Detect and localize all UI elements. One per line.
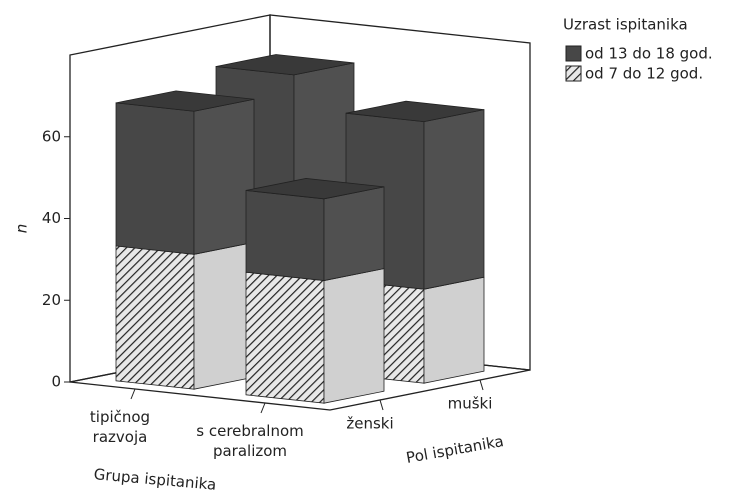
- bar-front: [245, 271, 325, 404]
- x-tick-label: s cerebralnom paralizom: [196, 422, 303, 460]
- bar-side: [323, 186, 385, 282]
- x-axis-label: Grupa ispitanika: [93, 465, 217, 494]
- bar-side: [323, 268, 385, 404]
- bar-front: [115, 102, 195, 255]
- bar-side: [193, 241, 255, 390]
- y-tick-label: 20: [42, 291, 61, 309]
- legend-label: od 13 do 18 god.: [585, 45, 713, 63]
- y-tick-label: 40: [42, 209, 61, 227]
- z-tick-label: ženski: [346, 415, 393, 433]
- z-axis-label: Pol ispitanika: [405, 432, 505, 467]
- bars: [115, 54, 485, 404]
- bar-top: [345, 100, 485, 123]
- x-tick-label: tipičnog razvoja: [90, 408, 150, 446]
- z-tick-label: muški: [448, 395, 493, 413]
- bar-front: [115, 245, 195, 390]
- legend-title: Uzrast ispitanika: [563, 16, 688, 34]
- bar-side: [423, 109, 485, 290]
- y-axis-label: n: [13, 224, 31, 234]
- bar-front: [245, 189, 325, 282]
- z-tick: [379, 399, 384, 411]
- legend-swatch: [565, 65, 582, 82]
- x-tick: [260, 402, 266, 414]
- y-tick-label: 60: [42, 127, 61, 145]
- z-tick: [479, 379, 484, 391]
- legend-label: od 7 do 12 god.: [585, 65, 703, 83]
- legend-swatch: [565, 45, 582, 62]
- y-tick-label: 0: [51, 373, 61, 391]
- bar-top: [245, 178, 385, 200]
- bar-side: [193, 98, 255, 255]
- x-tick: [130, 388, 136, 400]
- bar-side: [423, 276, 485, 384]
- bar-top: [115, 90, 255, 112]
- bar-top: [215, 54, 355, 76]
